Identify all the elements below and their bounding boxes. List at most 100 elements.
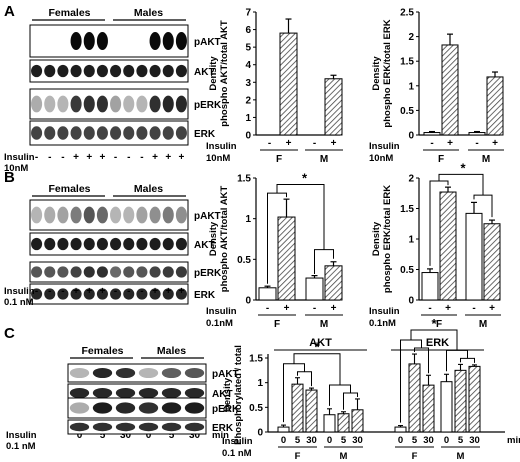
- a-band: [31, 64, 43, 78]
- b-akt-dose-label: 0.1nM: [206, 318, 233, 329]
- b-akt-bar: [324, 265, 343, 301]
- a-erk-insulin-sign: -: [430, 138, 433, 149]
- a-akt-insulin-sign: -: [268, 138, 271, 149]
- b-lane-sign: +: [99, 286, 105, 297]
- c-lane-sign: 30: [189, 430, 201, 441]
- c-time-label: 0: [327, 435, 332, 446]
- a-erk-bar: [486, 76, 504, 136]
- a-erk-y-tick-label: 2.5: [400, 8, 414, 19]
- c-bar: [440, 381, 453, 433]
- b-erk-bar: [465, 212, 483, 301]
- a-band: [110, 126, 122, 140]
- c-band: [184, 422, 205, 432]
- b-akt-group-label: M: [320, 319, 328, 330]
- b-akt-insulin-sign: -: [266, 303, 269, 314]
- c-row-label-pakt: pAKT: [212, 369, 239, 380]
- a-band: [136, 95, 148, 113]
- c-lane-sign: 5: [169, 430, 175, 441]
- b-akt-bar: [258, 287, 277, 301]
- a-band: [83, 126, 95, 140]
- b-akt-insulin-label: Insulin: [206, 306, 237, 317]
- b-akt-ylabel-2: phospho AKT/total AKT: [219, 186, 230, 293]
- a-lane-sign: -: [114, 152, 117, 163]
- b-erk-y-tick-label: 1: [408, 235, 414, 246]
- b-band: [44, 237, 56, 251]
- b-lane-sign: +: [73, 286, 79, 297]
- b-erk-insulin-label: Insulin: [369, 306, 400, 317]
- a-lane-sign: +: [73, 152, 79, 163]
- b-strip-akt: [29, 232, 189, 256]
- b-akt-y-tick-label: 0: [245, 296, 251, 307]
- c-time-label: 0: [281, 435, 286, 446]
- a-akt-insulin-sign: -: [313, 138, 316, 149]
- a-akt-y-tick-label: 1: [245, 113, 251, 124]
- a-band: [123, 64, 135, 78]
- b-band: [149, 237, 161, 251]
- a-akt-group-label: F: [276, 154, 282, 165]
- c-bar: [394, 426, 407, 433]
- c-band: [92, 367, 113, 379]
- b-lane-sign: -: [48, 286, 51, 297]
- b-band: [57, 237, 69, 251]
- b-lane-sign: +: [178, 286, 184, 297]
- c-group-label: M: [340, 451, 348, 462]
- b-akt-y-tick-label: 1: [245, 214, 251, 225]
- b-band: [44, 266, 56, 278]
- a-band: [70, 126, 82, 140]
- a-band: [57, 126, 69, 140]
- c-bar: [468, 365, 481, 433]
- a-erk-insulin-sign: +: [447, 138, 453, 149]
- a-strip-pakt: [29, 24, 189, 58]
- chart-b-erk: 0 0.5 1 1.5 2 Density phospho ERK/total ERK - + -…: [369, 160, 501, 330]
- b-akt-bar: [277, 216, 296, 301]
- c-band: [69, 367, 90, 379]
- a-erk-y-tick-label: 0.5: [400, 106, 414, 117]
- b-band: [70, 206, 82, 224]
- a-erk-bar: [468, 132, 486, 136]
- c-band: [138, 387, 159, 399]
- c-band: [92, 402, 113, 414]
- b-band: [31, 206, 43, 224]
- a-akt-y-tick-label: 3: [245, 78, 251, 89]
- b-band: [31, 237, 43, 251]
- a-band: [149, 126, 161, 140]
- b-band: [31, 266, 43, 278]
- b-band: [70, 288, 82, 300]
- b-erk-ylabel-1: Density: [371, 221, 382, 256]
- b-band: [110, 266, 122, 278]
- a-band: [162, 95, 174, 113]
- a-group-females: Females: [48, 7, 90, 19]
- a-band: [175, 95, 187, 113]
- c-bracket: [343, 392, 358, 410]
- b-dose-label: 0.1 nM: [4, 297, 34, 308]
- a-akt-y-tick-label: 5: [245, 43, 251, 54]
- c-row-label-erk: ERK: [212, 423, 234, 434]
- a-band: [31, 95, 43, 113]
- chart-a-akt: 0 1 2 3 4 5 6 7 Density phospho AKT/total AKT - + - +…: [206, 8, 343, 165]
- b-band: [57, 206, 69, 224]
- b-row-label-akt: AKT: [194, 240, 215, 251]
- chart-a-erk: 0 0.5 1 1.5 2 2.5 Density phospho ERK/total ERK…: [369, 8, 504, 165]
- a-group-males: Males: [134, 7, 163, 19]
- a-band: [123, 95, 135, 113]
- c-lane-sign: 0: [146, 430, 152, 441]
- a-band: [83, 95, 95, 113]
- a-band: [110, 64, 122, 78]
- b-lane-sign: -: [127, 286, 130, 297]
- c-panel-title-akt: AKT: [309, 337, 332, 349]
- c-bracket: [329, 384, 351, 406]
- c-lane-sign: 30: [120, 430, 132, 441]
- b-lane-sign: +: [152, 286, 158, 297]
- c-group-label: F: [295, 451, 301, 462]
- c-group-males: Males: [157, 345, 186, 357]
- a-lane-sign: +: [178, 152, 184, 163]
- b-akt-y-tick-label: 0.5: [237, 255, 251, 266]
- c-band: [184, 367, 205, 379]
- panel-label-a: A: [4, 3, 15, 20]
- c-time-label: 0: [444, 435, 449, 446]
- a-band: [57, 95, 69, 113]
- b-band: [44, 206, 56, 224]
- c-band: [161, 402, 182, 414]
- c-dose-label: 0.1 nM: [6, 441, 36, 452]
- c-ylabel-2: Phosphorylated / total: [233, 345, 244, 445]
